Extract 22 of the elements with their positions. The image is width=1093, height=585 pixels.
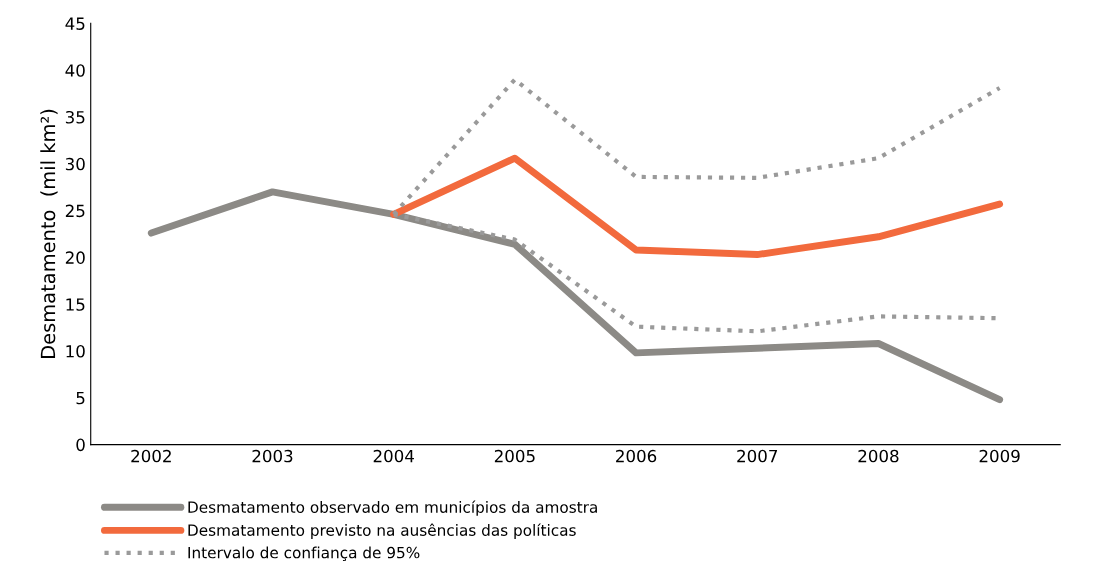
x-tick-label: 2008 bbox=[858, 449, 899, 463]
x-tick-label: 2002 bbox=[131, 449, 171, 463]
y-tick-label: 0 bbox=[76, 438, 85, 452]
x-tick-label: 2007 bbox=[737, 449, 778, 463]
legend-label: Intervalo de confiança de 95% bbox=[188, 546, 420, 562]
x-tick-label: 2003 bbox=[252, 449, 293, 463]
y-tick-label: 30 bbox=[65, 157, 85, 171]
y-tick-label: 10 bbox=[66, 344, 85, 358]
x-tick-label: 2009 bbox=[979, 449, 1020, 463]
x-tick-label: 2004 bbox=[373, 449, 414, 463]
y-tick-label: 25 bbox=[65, 204, 85, 218]
y-tick-label: 20 bbox=[65, 251, 85, 264]
y-tick-label: 45 bbox=[65, 17, 85, 30]
y-tick-label: 40 bbox=[65, 64, 85, 77]
legend-label: Desmatamento observado em municípios da amostra bbox=[188, 500, 597, 516]
y-tick-label: 35 bbox=[65, 110, 85, 124]
y-tick-label: 5 bbox=[76, 391, 85, 405]
y-tick-label: 15 bbox=[66, 298, 85, 311]
y-axis-title: Desmatamento (mil km²) bbox=[40, 109, 58, 358]
x-tick-label: 2005 bbox=[494, 449, 535, 463]
legend-label: Desmatamento previsto na ausências das políticas bbox=[188, 523, 576, 539]
x-tick-label: 2006 bbox=[616, 449, 657, 463]
